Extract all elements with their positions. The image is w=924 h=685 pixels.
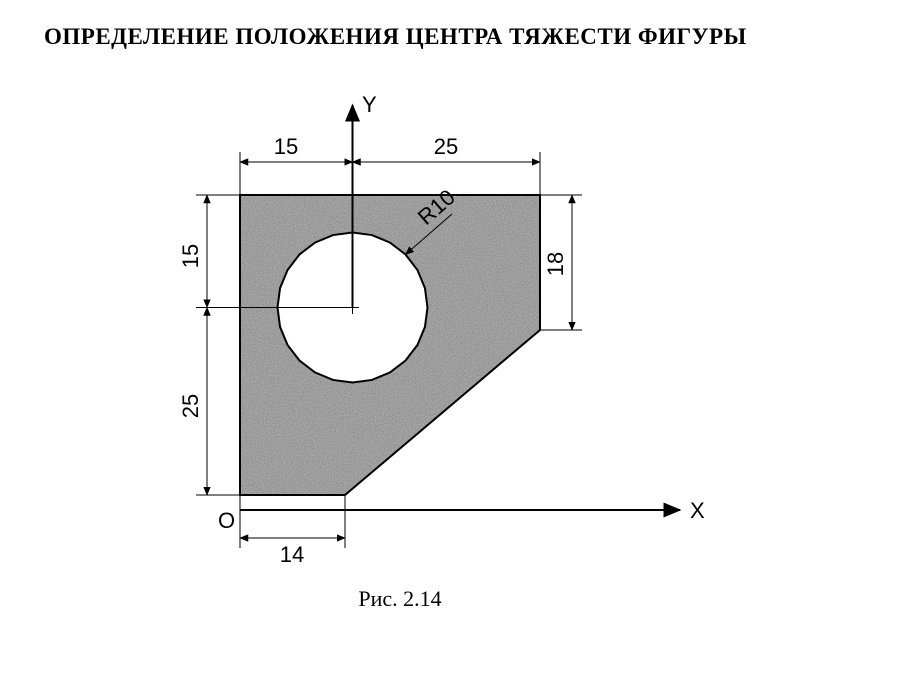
- dim-right: 18: [540, 195, 582, 330]
- dim-left-width: 15: [274, 134, 298, 159]
- figure-caption: Рис. 2.14: [358, 586, 441, 611]
- dim-right-width: 25: [434, 134, 458, 159]
- y-axis-label: Y: [362, 92, 377, 117]
- dim-top-left-height: 15: [178, 244, 203, 268]
- dim-right-height: 18: [543, 252, 568, 276]
- origin-label: O: [218, 508, 235, 533]
- x-axis-label: X: [690, 498, 705, 523]
- dim-top: 15 25: [240, 134, 540, 195]
- dim-bottom-left-height: 25: [178, 394, 203, 418]
- figure-stage: X Y O 15 25 15 25 18 14: [0, 50, 924, 650]
- page-title: ОПРЕДЕЛЕНИЕ ПОЛОЖЕНИЯ ЦЕНТРА ТЯЖЕСТИ ФИГ…: [44, 24, 924, 50]
- dim-bottom: 14: [240, 495, 345, 567]
- figure-shape: [240, 195, 540, 495]
- dim-bottom-stub: 14: [280, 542, 304, 567]
- figure-svg: X Y O 15 25 15 25 18 14: [0, 50, 924, 650]
